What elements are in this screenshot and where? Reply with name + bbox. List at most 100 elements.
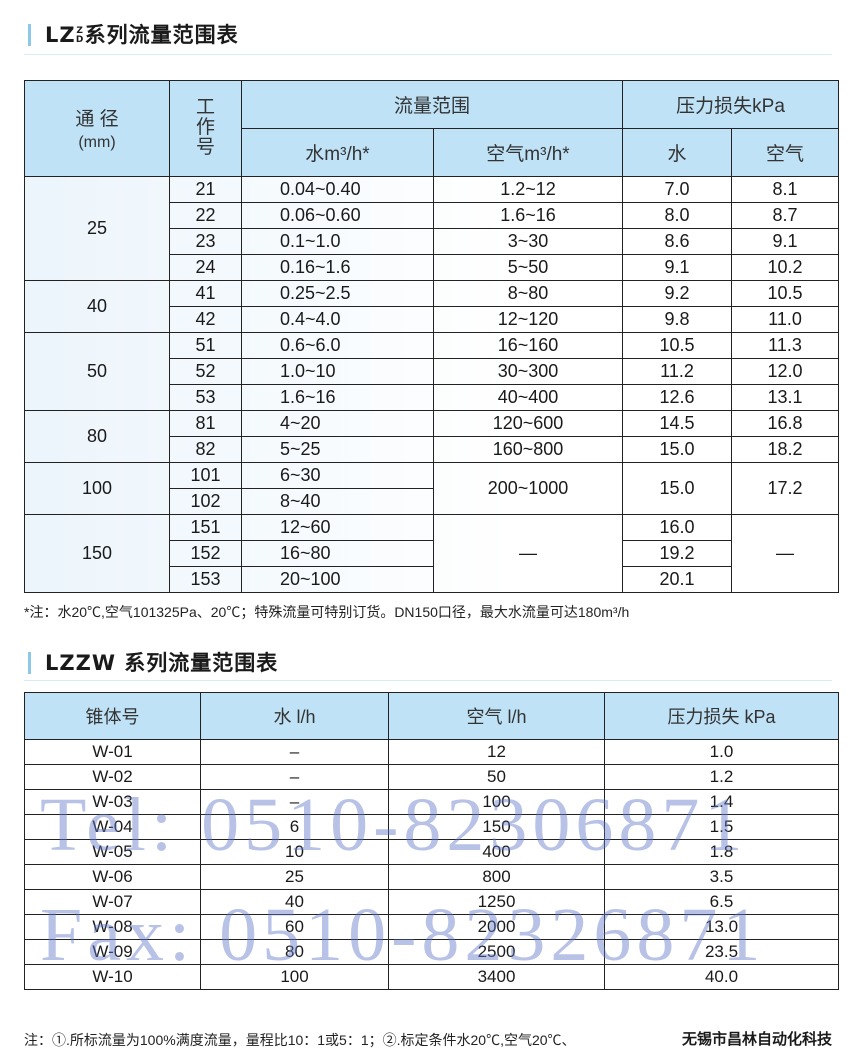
work-no-cell: 23 (169, 228, 242, 255)
p-water-cell: 9.2 (622, 280, 733, 307)
dn-cell: 40 (24, 280, 170, 333)
p-air-cell: 17.2 (731, 462, 840, 515)
pressure-cell: 13.0 (604, 914, 839, 940)
p-water-cell: 7.0 (622, 176, 733, 203)
water-flow-cell: 5~25 (241, 436, 434, 463)
cone-no-cell: W-07 (24, 889, 201, 915)
water-flow-cell: 16~80 (241, 540, 434, 567)
header-water: 水 l/h (200, 692, 389, 740)
table1-note: *注：水20℃,空气101325Pa、20℃；特殊流量可特别订货。DN150口径… (24, 604, 630, 620)
table1-title: LZZ D系列流量范围表 (28, 24, 239, 46)
pressure-cell: 1.4 (604, 789, 839, 815)
table-row: 80 81 4~20 120~600 14.5 16.8 (24, 410, 840, 463)
pressure-cell: 6.5 (604, 889, 839, 915)
divider (24, 54, 832, 55)
water-flow-cell: 1.0~10 (241, 358, 434, 385)
air-flow-cell: 30~300 (432, 358, 624, 385)
water-cell: – (200, 789, 389, 815)
table-row: 153 20~100 20.1 (25, 566, 839, 593)
water-flow-cell: 0.4~4.0 (241, 306, 434, 333)
header-p-water: 水 (622, 128, 733, 177)
air-cell: 800 (388, 864, 605, 890)
table-row: W-10 100 3400 40.0 (24, 964, 839, 990)
work-no-cell: 51 (169, 332, 242, 359)
table2-title: LZZW 系列流量范围表 (28, 652, 278, 674)
water-flow-cell: 0.6~6.0 (241, 332, 434, 359)
table-row: 100 101 6~30 200~1000 15.0 17.2 (24, 462, 840, 515)
water-cell: 25 (200, 864, 389, 890)
company-name: 无锡市昌林自动化科技 (677, 1028, 832, 1049)
air-flow-cell: 200~1000 (432, 462, 624, 515)
water-flow-cell: 0.16~1.6 (241, 254, 434, 281)
table-row: 22 0.06~0.60 1.6~16 8.0 8.7 (25, 202, 840, 229)
work-no-cell: 42 (169, 306, 242, 333)
table2-note: 注：①.所标流量为100%满度流量，量程比10：1或5：1；②.标定条件水20℃… (24, 1032, 576, 1048)
air-flow-cell: 40~400 (432, 384, 624, 411)
dn-cell: 50 (24, 332, 170, 411)
p-water-cell: 16.0 (622, 514, 733, 541)
p-water-cell: 20.1 (622, 566, 733, 593)
air-cell: 400 (388, 839, 605, 865)
lzzw-flow-table: 锥体号 水 l/h 空气 l/h 压力损失 kPa W-01–12 1.0 W-02… (24, 692, 839, 990)
air-flow-cell: 3~30 (432, 228, 624, 255)
cone-no-cell: W-01 (24, 739, 201, 765)
work-no-cell: 41 (169, 280, 242, 307)
dn-cell: 80 (24, 410, 170, 463)
table-row: W-05 10 400 1.8 (24, 839, 839, 865)
water-cell: 40 (200, 889, 389, 915)
header-pressure: 压力损失kPa (622, 80, 840, 129)
header-p-air: 空气 (731, 128, 840, 177)
water-flow-cell: 0.06~0.60 (241, 202, 434, 229)
p-water-cell: 8.6 (622, 228, 733, 255)
p-air-cell: 9.1 (731, 228, 840, 255)
header-dn-label: 通 径 (75, 109, 119, 130)
p-water-cell: 8.0 (622, 202, 733, 229)
table-row: W-06 25 800 3.5 (24, 864, 839, 890)
table-row: 40 41 0.25~2.5 8~80 9.2 10.5 (24, 280, 840, 333)
p-water-cell: 9.1 (622, 254, 733, 281)
table-row: 150 151 12~60—16.0— (24, 514, 840, 593)
air-cell: 2500 (388, 939, 605, 965)
header-dn-unit: (mm) (78, 134, 116, 151)
p-water-cell: 11.2 (622, 358, 733, 385)
pressure-cell: 1.8 (604, 839, 839, 865)
p-water-cell: 10.5 (622, 332, 733, 359)
p-water-cell: 15.0 (622, 436, 733, 463)
work-no-cell: 24 (169, 254, 242, 281)
p-air-cell: — (731, 514, 840, 593)
air-flow-cell: 160~800 (432, 436, 624, 463)
cone-no-cell: W-06 (24, 864, 201, 890)
water-cell: – (200, 764, 389, 790)
water-flow-cell: 4~20 (241, 410, 434, 437)
work-no-cell: 52 (169, 358, 242, 385)
table-row: W-01–12 1.0 (24, 739, 839, 765)
work-no-cell: 153 (169, 566, 242, 593)
pressure-cell: 3.5 (604, 864, 839, 890)
table-row: W-04 6 150 1.5 (24, 814, 839, 840)
air-flow-cell: 8~80 (432, 280, 624, 307)
table-row: W-09 80 2500 23.5 (24, 939, 839, 965)
header-cone-no: 锥体号 (24, 692, 201, 740)
work-no-cell: 81 (169, 410, 242, 437)
header-water-flow: 水m³/h* (241, 128, 434, 177)
air-cell: 12 (388, 739, 605, 765)
air-flow-cell: 12~120 (432, 306, 624, 333)
water-flow-cell: 1.6~16 (241, 384, 434, 411)
water-cell: 6 (200, 814, 389, 840)
air-flow-cell: 1.6~16 (432, 202, 624, 229)
cone-no-cell: W-05 (24, 839, 201, 865)
air-flow-cell: — (432, 514, 624, 593)
p-air-cell: 12.0 (731, 358, 840, 385)
water-cell: 100 (200, 964, 389, 990)
p-air-cell: 8.7 (731, 202, 840, 229)
title-sub: D (75, 35, 85, 45)
table-row: 50 51 0.6~6.0 16~160 10.5 11.3 (24, 332, 840, 411)
water-flow-cell: 6~30 (241, 462, 434, 489)
air-cell: 3400 (388, 964, 605, 990)
header-no: 工作号 (169, 80, 242, 177)
cone-no-cell: W-02 (24, 764, 201, 790)
water-flow-cell: 20~100 (241, 566, 434, 593)
cone-no-cell: W-03 (24, 789, 201, 815)
pressure-cell: 1.2 (604, 764, 839, 790)
p-air-cell: 16.8 (731, 410, 840, 437)
